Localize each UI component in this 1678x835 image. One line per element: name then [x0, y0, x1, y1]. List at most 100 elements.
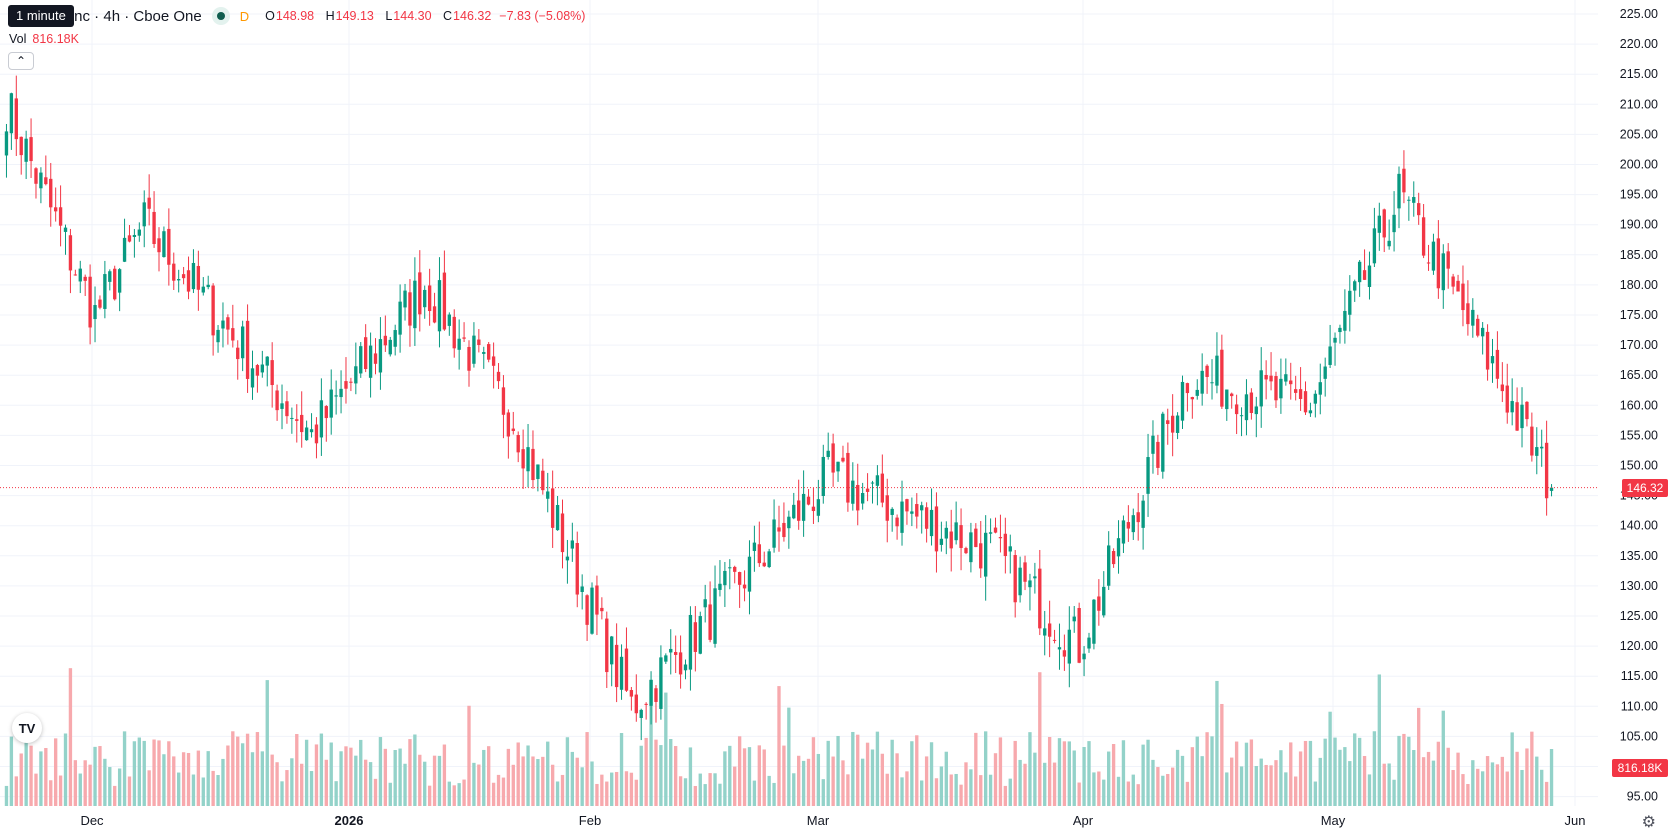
- volume-bar: [1254, 766, 1258, 806]
- volume-bar: [29, 745, 33, 806]
- candle-body: [1500, 384, 1505, 392]
- candle-body: [117, 269, 122, 293]
- volume-bar: [1451, 770, 1455, 806]
- price-axis[interactable]: 95.00100.00105.00110.00115.00120.00125.0…: [1620, 7, 1658, 804]
- volume-bar: [1097, 771, 1101, 806]
- volume-bar: [733, 766, 737, 806]
- time-axis[interactable]: Dec 2026 Feb Mar Apr May Jun: [80, 813, 1585, 828]
- volume-bar: [580, 767, 584, 806]
- gear-icon[interactable]: ⚙: [1641, 814, 1656, 831]
- volume-bar: [924, 756, 929, 806]
- volume-bar: [797, 755, 801, 806]
- volume-bar: [1540, 769, 1544, 806]
- candle-body: [1047, 623, 1052, 637]
- volume-bar: [117, 768, 122, 806]
- candle-body: [472, 335, 476, 364]
- volume-bar: [683, 778, 688, 806]
- volume-bar: [398, 748, 402, 806]
- candle-body: [137, 229, 141, 236]
- candle-body: [255, 365, 260, 376]
- candle-body: [821, 456, 825, 496]
- volume-bar: [777, 686, 781, 806]
- y-tick-label: 200.00: [1620, 158, 1658, 172]
- volume-bar: [929, 742, 934, 806]
- volume-bar: [49, 780, 53, 806]
- candle-body: [767, 551, 771, 568]
- tradingview-logo-icon[interactable]: TV: [12, 713, 42, 743]
- candle-body: [1495, 349, 1500, 379]
- volume-bar: [1028, 732, 1032, 806]
- interval-tooltip: 1 minute: [8, 5, 74, 27]
- volume-bar: [1264, 764, 1268, 806]
- price-change: −7.83 (−5.08%): [499, 9, 586, 23]
- volume-bar: [723, 751, 727, 806]
- candle-body: [792, 504, 796, 519]
- candle-body: [988, 532, 993, 534]
- volume-bar: [34, 773, 38, 806]
- candle-body: [1421, 217, 1426, 256]
- y-tick-label: 160.00: [1620, 398, 1658, 412]
- candle-body: [1303, 391, 1308, 413]
- candle-body: [1471, 309, 1475, 326]
- candle-body: [491, 356, 496, 366]
- volume-bar: [487, 746, 491, 806]
- volume-bar: [1520, 769, 1524, 806]
- volume-bar: [934, 778, 939, 806]
- volume-bar: [1402, 733, 1406, 806]
- candle-body: [496, 371, 501, 382]
- candle-body: [506, 412, 511, 437]
- candle-body: [383, 335, 388, 346]
- volume-bar: [1348, 761, 1352, 806]
- candle-body: [1279, 378, 1283, 399]
- candle-body: [142, 202, 146, 227]
- symbol-title[interactable]: gy Inc · 4h · Cboe One: [50, 7, 202, 25]
- candle-body: [4, 131, 9, 156]
- candle-body: [1151, 435, 1155, 454]
- data-type-badge: D: [239, 8, 250, 24]
- market-status-badge[interactable]: [211, 7, 230, 25]
- volume-bar: [669, 738, 673, 806]
- candle-body: [83, 276, 87, 281]
- volume-bar: [260, 751, 265, 806]
- candle-body: [1466, 303, 1470, 325]
- candle-body: [388, 339, 392, 355]
- candle-body: [1412, 197, 1416, 203]
- candle-body: [993, 527, 998, 533]
- candle-body: [1431, 241, 1436, 271]
- volume-bar: [285, 770, 289, 806]
- candle-body: [1348, 290, 1352, 315]
- y-tick-label: 115.00: [1621, 669, 1658, 683]
- candle-body: [39, 172, 43, 189]
- candle-body: [1131, 515, 1135, 533]
- candle-body: [1234, 404, 1239, 415]
- candle-body: [1043, 628, 1047, 636]
- volume-bar: [388, 782, 392, 806]
- y-tick-label: 150.00: [1620, 459, 1658, 473]
- volume-bar: [1205, 732, 1209, 806]
- volume-bar: [39, 751, 43, 806]
- volume-bar: [806, 758, 811, 806]
- volume-bar: [1111, 744, 1116, 806]
- volume-bar: [713, 773, 717, 806]
- candle-body: [851, 480, 855, 504]
- candle-body: [841, 457, 845, 462]
- volume-bar: [1239, 766, 1244, 806]
- collapse-legend-button[interactable]: ⌃: [8, 52, 34, 70]
- ohlc-values: O148.98 H149.13 L144.30 C146.32: [265, 9, 499, 23]
- volume-bar: [826, 740, 830, 806]
- candle-body: [797, 500, 801, 521]
- x-tick-label: 2026: [335, 813, 364, 828]
- candle-body: [713, 588, 717, 644]
- candle-body: [1180, 381, 1185, 421]
- candle-body: [319, 400, 324, 438]
- candle-body: [1097, 596, 1101, 611]
- candle-body: [423, 289, 427, 308]
- volume-bar: [157, 740, 161, 806]
- volume-bar: [649, 679, 653, 806]
- candle-body: [673, 652, 678, 655]
- candle-body: [162, 231, 166, 258]
- volume-bar: [1293, 776, 1298, 806]
- candle-body: [1269, 375, 1273, 382]
